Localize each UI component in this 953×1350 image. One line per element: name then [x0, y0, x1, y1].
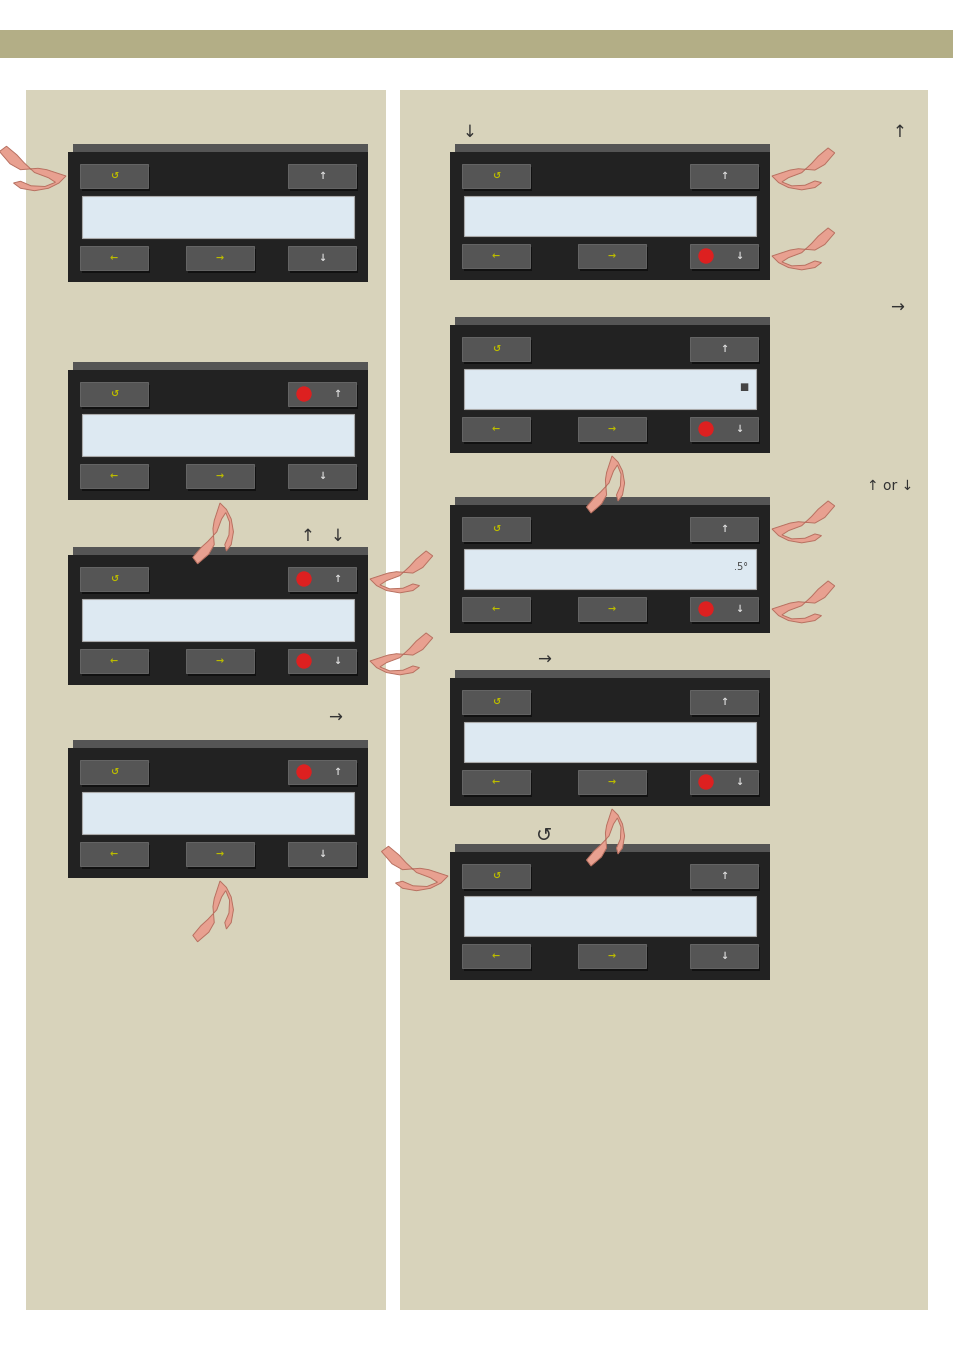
Text: →: →	[889, 298, 903, 317]
FancyBboxPatch shape	[82, 845, 150, 869]
FancyBboxPatch shape	[463, 520, 532, 544]
FancyBboxPatch shape	[689, 944, 758, 968]
Text: →: →	[537, 651, 551, 670]
FancyBboxPatch shape	[288, 760, 355, 784]
FancyBboxPatch shape	[82, 599, 354, 641]
Text: ↓: ↓	[333, 656, 340, 666]
Text: ↓: ↓	[462, 123, 476, 140]
FancyBboxPatch shape	[288, 163, 355, 188]
FancyBboxPatch shape	[689, 517, 758, 541]
Text: ↺: ↺	[492, 871, 499, 882]
Text: →: →	[215, 656, 224, 666]
Text: ↺: ↺	[110, 389, 118, 400]
FancyBboxPatch shape	[461, 690, 530, 714]
FancyBboxPatch shape	[290, 248, 357, 273]
FancyBboxPatch shape	[82, 196, 354, 238]
FancyBboxPatch shape	[691, 340, 760, 364]
FancyBboxPatch shape	[691, 774, 760, 796]
Polygon shape	[771, 501, 834, 543]
Text: ↺: ↺	[110, 767, 118, 778]
FancyBboxPatch shape	[290, 467, 357, 491]
FancyBboxPatch shape	[288, 382, 355, 406]
FancyBboxPatch shape	[450, 153, 769, 279]
FancyBboxPatch shape	[689, 769, 758, 794]
FancyBboxPatch shape	[578, 769, 645, 794]
Text: →: →	[607, 950, 616, 961]
Text: →: →	[607, 424, 616, 433]
FancyBboxPatch shape	[288, 246, 355, 270]
Text: ↺: ↺	[492, 171, 499, 181]
Text: ↓: ↓	[734, 603, 742, 614]
Text: .5°: .5°	[733, 562, 747, 572]
FancyBboxPatch shape	[186, 246, 253, 270]
Polygon shape	[370, 633, 433, 675]
Text: ↑: ↑	[333, 767, 340, 778]
FancyBboxPatch shape	[689, 417, 758, 441]
Text: ↓: ↓	[734, 778, 742, 787]
Text: ↑: ↑	[720, 344, 727, 354]
FancyBboxPatch shape	[73, 144, 368, 157]
Text: ←: ←	[492, 424, 499, 433]
Polygon shape	[370, 551, 433, 593]
FancyBboxPatch shape	[691, 167, 760, 190]
Circle shape	[296, 765, 311, 779]
FancyBboxPatch shape	[450, 678, 769, 806]
FancyBboxPatch shape	[463, 167, 532, 190]
Text: ↑: ↑	[333, 389, 340, 400]
FancyBboxPatch shape	[689, 163, 758, 188]
FancyBboxPatch shape	[691, 247, 760, 271]
FancyBboxPatch shape	[82, 414, 354, 456]
FancyBboxPatch shape	[80, 567, 148, 591]
Text: →: →	[215, 471, 224, 481]
FancyBboxPatch shape	[461, 163, 530, 188]
FancyBboxPatch shape	[578, 417, 645, 441]
FancyBboxPatch shape	[188, 652, 255, 676]
Polygon shape	[193, 504, 233, 564]
FancyBboxPatch shape	[82, 467, 150, 491]
FancyBboxPatch shape	[689, 338, 758, 360]
Text: ↓: ↓	[317, 252, 326, 263]
FancyBboxPatch shape	[450, 505, 769, 633]
Polygon shape	[586, 809, 624, 865]
FancyBboxPatch shape	[463, 896, 755, 936]
FancyBboxPatch shape	[450, 325, 769, 454]
Text: ↑: ↑	[720, 871, 727, 882]
Text: ←: ←	[492, 778, 499, 787]
Text: ↺: ↺	[492, 697, 499, 707]
Text: ↓: ↓	[317, 471, 326, 481]
Text: ↓: ↓	[331, 526, 345, 545]
FancyBboxPatch shape	[288, 842, 355, 865]
FancyBboxPatch shape	[463, 196, 755, 236]
Polygon shape	[193, 882, 233, 942]
FancyBboxPatch shape	[80, 760, 148, 784]
FancyBboxPatch shape	[68, 748, 368, 878]
Text: ↓: ↓	[734, 251, 742, 261]
FancyBboxPatch shape	[461, 338, 530, 360]
FancyBboxPatch shape	[288, 464, 355, 487]
Text: ↑: ↑	[720, 697, 727, 707]
FancyBboxPatch shape	[463, 549, 755, 589]
FancyBboxPatch shape	[461, 417, 530, 441]
Circle shape	[699, 423, 712, 436]
FancyBboxPatch shape	[461, 597, 530, 621]
Text: ←: ←	[110, 849, 118, 859]
FancyBboxPatch shape	[689, 690, 758, 714]
FancyBboxPatch shape	[461, 517, 530, 541]
FancyBboxPatch shape	[82, 652, 150, 676]
Text: ↓: ↓	[734, 424, 742, 433]
Text: →: →	[328, 709, 341, 728]
FancyBboxPatch shape	[68, 555, 368, 684]
FancyBboxPatch shape	[691, 693, 760, 717]
FancyBboxPatch shape	[691, 520, 760, 544]
Polygon shape	[381, 846, 448, 891]
Text: ↺: ↺	[536, 826, 552, 845]
FancyBboxPatch shape	[463, 722, 755, 761]
FancyBboxPatch shape	[579, 599, 647, 624]
Text: ←: ←	[110, 656, 118, 666]
FancyBboxPatch shape	[689, 597, 758, 621]
FancyBboxPatch shape	[288, 567, 355, 591]
FancyBboxPatch shape	[450, 852, 769, 980]
Text: →: →	[607, 251, 616, 261]
FancyBboxPatch shape	[188, 467, 255, 491]
